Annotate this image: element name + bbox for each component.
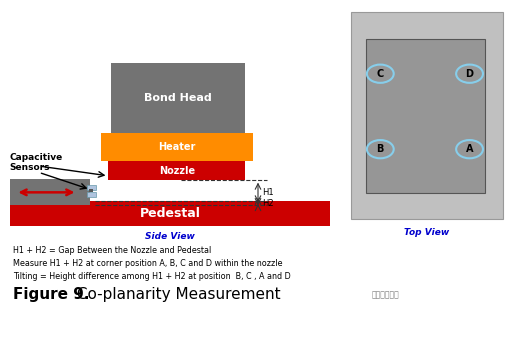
- FancyBboxPatch shape: [101, 133, 253, 161]
- Text: H1: H1: [262, 188, 274, 197]
- Text: 艾邦半导体网: 艾邦半导体网: [372, 290, 399, 299]
- Text: Heater: Heater: [158, 142, 196, 152]
- FancyBboxPatch shape: [10, 179, 90, 205]
- Text: B: B: [377, 144, 384, 154]
- Circle shape: [456, 140, 483, 158]
- Text: Top View: Top View: [404, 228, 449, 237]
- Text: Figure 9.: Figure 9.: [13, 287, 89, 302]
- Text: Co-planarity Measurement: Co-planarity Measurement: [72, 287, 281, 302]
- FancyBboxPatch shape: [89, 189, 93, 192]
- FancyBboxPatch shape: [87, 192, 96, 197]
- FancyBboxPatch shape: [10, 201, 330, 226]
- Text: Capacitive
Sensors: Capacitive Sensors: [9, 153, 62, 172]
- FancyBboxPatch shape: [111, 63, 245, 133]
- FancyBboxPatch shape: [87, 185, 96, 190]
- Text: Bond Head: Bond Head: [144, 93, 212, 103]
- Circle shape: [367, 65, 394, 83]
- Text: H1 + H2 = Gap Between the Nozzle and Pedestal: H1 + H2 = Gap Between the Nozzle and Ped…: [13, 246, 211, 255]
- FancyBboxPatch shape: [108, 161, 245, 180]
- Text: Nozzle: Nozzle: [158, 166, 195, 176]
- Circle shape: [456, 65, 483, 83]
- Circle shape: [367, 140, 394, 158]
- Text: D: D: [465, 69, 474, 79]
- Text: H2: H2: [262, 199, 274, 208]
- Text: C: C: [377, 69, 384, 79]
- Text: Side View: Side View: [146, 232, 195, 241]
- Text: Pedestal: Pedestal: [140, 207, 201, 220]
- Text: A: A: [466, 144, 473, 154]
- Text: Tilting = Height difference among H1 + H2 at position  B, C , A and D: Tilting = Height difference among H1 + H…: [13, 272, 291, 282]
- FancyBboxPatch shape: [351, 12, 503, 219]
- Text: Measure H1 + H2 at corner position A, B, C and D within the nozzle: Measure H1 + H2 at corner position A, B,…: [13, 259, 282, 268]
- FancyBboxPatch shape: [366, 39, 485, 193]
